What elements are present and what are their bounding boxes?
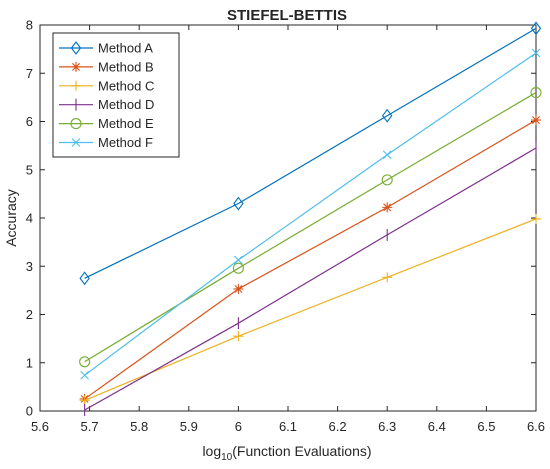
data-point xyxy=(382,202,393,213)
x-tick-label: 6.3 xyxy=(378,419,396,434)
circle-marker xyxy=(381,174,393,186)
data-point xyxy=(531,213,541,224)
plus-marker xyxy=(382,272,393,283)
data-point xyxy=(79,271,90,286)
diamond-marker xyxy=(79,271,90,286)
legend-item: Method C xyxy=(59,78,154,93)
x-tick-label: 6.2 xyxy=(329,419,347,434)
series-line xyxy=(84,119,537,400)
series-method-c xyxy=(79,213,541,406)
circle-marker xyxy=(232,262,244,274)
data-point xyxy=(530,87,542,99)
legend-label: Method A xyxy=(98,41,153,56)
asterisk-marker xyxy=(233,283,244,294)
x-marker xyxy=(234,255,243,265)
x-tick-label: 5.8 xyxy=(130,419,148,434)
x-axis: 5.6 5.7 5.8 5.9 6 6.1 6.2 6.3 6.4 6.5 6.6 xyxy=(31,25,545,434)
circle-marker xyxy=(79,356,91,368)
legend-label: Method E xyxy=(98,116,154,131)
plus-marker xyxy=(531,213,541,224)
series-line xyxy=(84,147,537,411)
x-tick-label: 6.1 xyxy=(279,419,297,434)
legend-item: Method E xyxy=(59,116,154,131)
plus-marker xyxy=(79,395,90,406)
series-line xyxy=(84,52,537,376)
y-axis: 0 1 2 3 4 5 6 7 8 xyxy=(26,18,536,419)
legend-item: Method F xyxy=(59,135,153,150)
y-tick-label: 4 xyxy=(26,211,33,226)
data-point xyxy=(381,174,393,186)
asterisk-marker xyxy=(531,115,541,126)
y-tick-label: 6 xyxy=(26,114,33,129)
data-point xyxy=(233,331,244,342)
series-method-a xyxy=(79,21,542,286)
legend-label: Method C xyxy=(98,78,154,93)
series-method-e xyxy=(79,87,542,368)
series-method-d xyxy=(84,142,537,417)
circle-marker xyxy=(70,118,82,130)
x-axis-label-rest: (Function Evaluations) xyxy=(232,443,371,459)
plus-marker xyxy=(233,331,244,342)
data-point xyxy=(382,272,393,283)
x-tick-label: 5.7 xyxy=(81,419,99,434)
data-point xyxy=(79,356,91,368)
data-point xyxy=(530,21,542,36)
x-tick-label: 6.4 xyxy=(428,419,446,434)
asterisk-marker xyxy=(71,61,81,72)
x-marker xyxy=(71,138,81,147)
circle-marker xyxy=(530,87,542,99)
data-point xyxy=(79,395,90,406)
series-layer xyxy=(79,21,542,417)
legend-label: Method B xyxy=(98,59,154,74)
x-tick-label: 5.6 xyxy=(31,419,49,434)
y-axis-label: Accuracy xyxy=(3,189,19,247)
data-point xyxy=(233,196,244,211)
y-tick-label: 0 xyxy=(26,404,33,419)
series-line xyxy=(84,218,537,401)
y-tick-label: 5 xyxy=(26,162,33,177)
x-tick-label: 6.6 xyxy=(527,419,545,434)
data-point xyxy=(531,115,541,126)
diamond-marker xyxy=(382,108,393,123)
data-point xyxy=(232,262,244,274)
legend-item: Method D xyxy=(59,97,154,112)
y-tick-label: 1 xyxy=(26,355,33,370)
asterisk-marker xyxy=(382,202,393,213)
x-marker xyxy=(382,150,392,160)
x-marker xyxy=(80,370,90,380)
data-point xyxy=(382,150,392,160)
chart-title: STIEFEL-BETTIS xyxy=(227,7,347,24)
x-tick-label: 5.9 xyxy=(180,419,198,434)
data-point xyxy=(80,370,90,380)
y-tick-label: 7 xyxy=(26,66,33,81)
diamond-marker xyxy=(530,21,542,36)
x-axis-label: log10(Function Evaluations) xyxy=(202,443,371,463)
x-tick-label: 6.5 xyxy=(477,419,495,434)
y-tick-label: 8 xyxy=(26,18,33,33)
legend-label: Method D xyxy=(98,97,154,112)
legend-box xyxy=(52,32,180,158)
x-tick-label: 6 xyxy=(235,419,242,434)
x-marker xyxy=(531,48,541,58)
series-line xyxy=(84,92,537,363)
data-point xyxy=(233,283,244,294)
legend-label: Method F xyxy=(98,135,153,150)
diamond-marker xyxy=(233,196,244,211)
x-axis-label-subscript: 10 xyxy=(221,452,233,463)
series-method-f xyxy=(80,48,541,380)
diamond-marker xyxy=(70,41,82,55)
x-axis-label-log: log xyxy=(202,443,221,459)
legend-item: Method B xyxy=(59,59,154,74)
data-point xyxy=(382,108,393,123)
data-point xyxy=(531,48,541,58)
series-line xyxy=(84,27,537,279)
legend: Method A Method B Method C Method D Method E… xyxy=(52,32,180,158)
plus-marker xyxy=(71,80,81,91)
y-tick-label: 3 xyxy=(26,259,33,274)
y-tick-label: 2 xyxy=(26,307,33,322)
legend-item: Method A xyxy=(59,41,153,56)
data-point xyxy=(234,255,243,265)
